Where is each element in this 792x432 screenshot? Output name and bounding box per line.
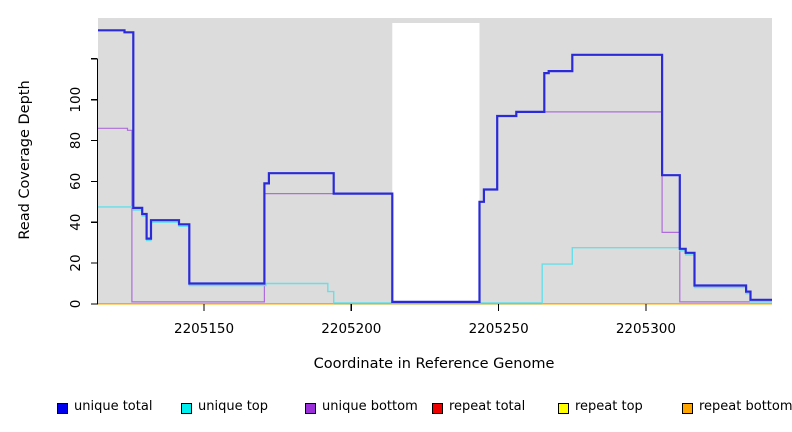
legend-label: unique top bbox=[198, 399, 269, 414]
legend-label: unique total bbox=[74, 399, 153, 414]
y-tick-label: 100 bbox=[68, 87, 84, 113]
x-tick-label: 2205300 bbox=[616, 321, 676, 337]
coverage-chart: 0 20 40 60 80 100 2205150 2205200 2205250 2205300… bbox=[17, 18, 772, 372]
legend-swatch-repeat-bottom bbox=[682, 403, 693, 414]
tick-marks-and-labels: 0 20 40 60 80 100 2205150 2205200 2205250 2205300 bbox=[68, 58, 676, 337]
y-tick-label: 80 bbox=[68, 132, 84, 149]
legend-label: unique bottom bbox=[322, 399, 418, 414]
chart-legend: unique total unique top unique bottom repea… bbox=[0, 399, 792, 423]
x-tick-label: 2205150 bbox=[174, 321, 234, 337]
legend-swatch-unique-total bbox=[57, 403, 68, 414]
y-axis-title: Read Coverage Depth bbox=[17, 80, 33, 239]
legend-swatch-repeat-top bbox=[558, 403, 569, 414]
x-tick-label: 2205250 bbox=[469, 321, 529, 337]
y-tick-label: 0 bbox=[68, 300, 84, 309]
legend-swatch-unique-top bbox=[181, 403, 192, 414]
series-lines bbox=[98, 29, 772, 304]
y-tick-label: 20 bbox=[68, 254, 84, 271]
no-data-gap bbox=[392, 23, 480, 304]
x-tick-label: 2205200 bbox=[321, 321, 381, 337]
y-tick-label: 40 bbox=[68, 214, 84, 231]
x-axis-title: Coordinate in Reference Genome bbox=[314, 356, 555, 372]
legend-swatch-repeat-total bbox=[432, 403, 443, 414]
legend-label: repeat total bbox=[449, 399, 526, 414]
legend-label: repeat top bbox=[575, 399, 643, 414]
series-unique-total bbox=[98, 29, 772, 303]
legend-label: repeat bottom bbox=[699, 399, 792, 414]
y-tick-label: 60 bbox=[68, 173, 84, 190]
legend-swatch-unique-bottom bbox=[305, 403, 316, 414]
